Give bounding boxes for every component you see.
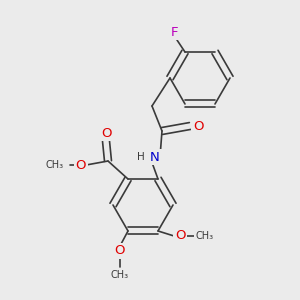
Text: O: O: [175, 230, 185, 242]
Text: O: O: [101, 127, 111, 140]
Text: CH₃: CH₃: [196, 231, 214, 241]
Text: O: O: [76, 158, 86, 172]
Text: N: N: [150, 151, 160, 164]
Text: CH₃: CH₃: [46, 160, 64, 170]
Text: F: F: [171, 26, 179, 38]
Text: H: H: [137, 152, 145, 162]
Text: O: O: [193, 119, 203, 133]
Text: CH₃: CH₃: [111, 270, 129, 280]
Text: O: O: [115, 244, 125, 257]
